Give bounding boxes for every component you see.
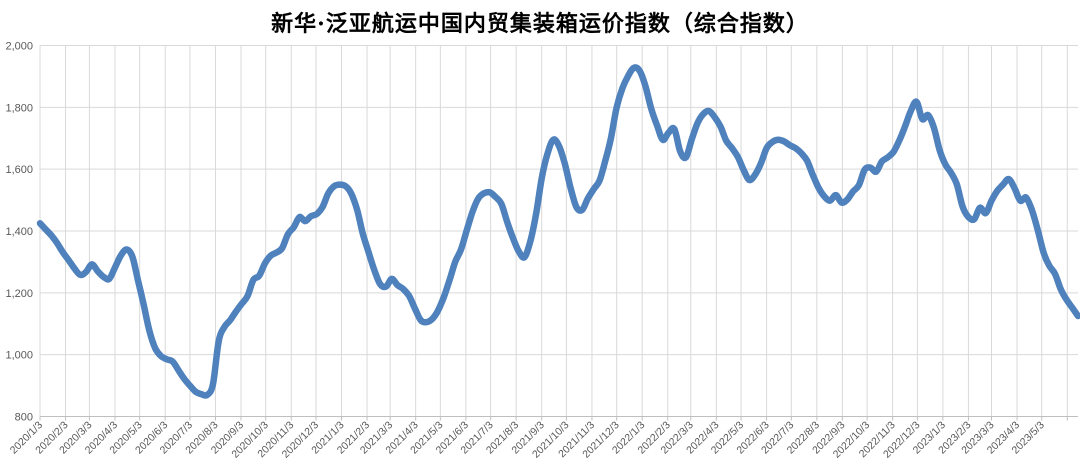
y-tick-label: 1,800 (5, 102, 33, 114)
x-axis-labels: 2020/1/32020/2/32020/3/32020/4/32020/5/3… (8, 419, 1047, 461)
y-axis-labels: 800 1,000 1,200 1,400 1,600 1,800 2,000 (5, 41, 33, 424)
y-tick-label: 1,000 (5, 350, 33, 362)
y-tick-label: 1,200 (5, 288, 33, 300)
y-tick-label: 800 (15, 412, 33, 424)
y-tick-label: 2,000 (5, 41, 33, 53)
gridlines (39, 45, 1078, 417)
axes (39, 45, 1078, 421)
y-tick-label: 1,600 (5, 164, 33, 176)
y-tick-label: 1,400 (5, 226, 33, 238)
freight-index-line (36, 64, 1080, 399)
chart-title: 新华·泛亚航运中国内贸集装箱运价指数（综合指数） (271, 11, 809, 37)
